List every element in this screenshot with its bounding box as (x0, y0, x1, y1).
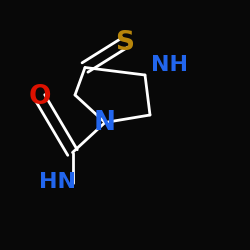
Text: S: S (116, 30, 134, 56)
Text: NH: NH (152, 55, 188, 75)
Text: HN: HN (39, 172, 76, 193)
Text: N: N (94, 110, 116, 136)
Text: O: O (29, 84, 51, 110)
